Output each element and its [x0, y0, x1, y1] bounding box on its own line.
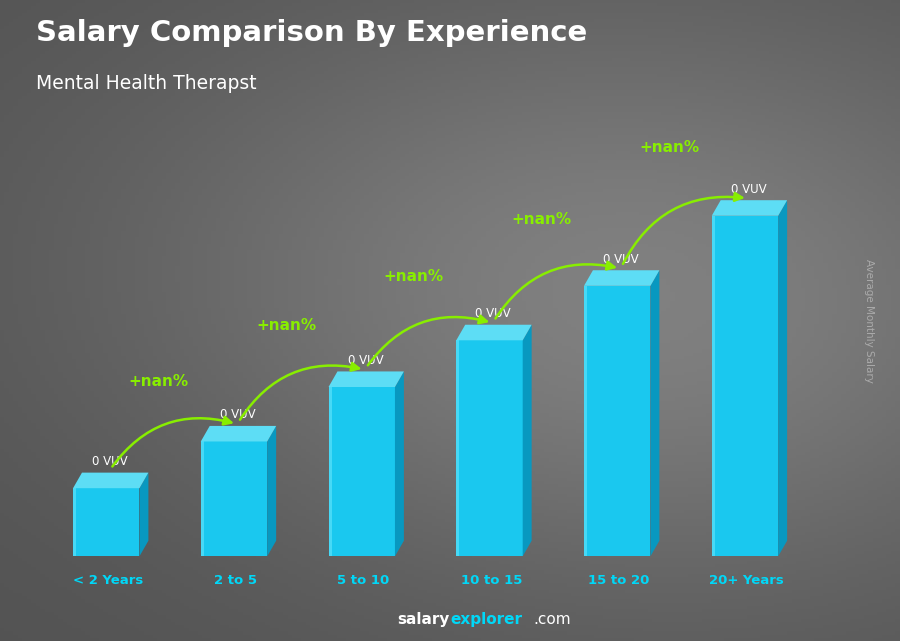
Text: 0 VUV: 0 VUV	[92, 455, 128, 468]
Text: 0 VUV: 0 VUV	[603, 253, 639, 265]
Text: Mental Health Therapst: Mental Health Therapst	[36, 74, 256, 93]
Text: +nan%: +nan%	[511, 212, 572, 228]
Text: Salary Comparison By Experience: Salary Comparison By Experience	[36, 19, 587, 47]
Polygon shape	[584, 286, 587, 556]
Polygon shape	[201, 426, 276, 442]
Text: .com: .com	[534, 612, 572, 627]
Text: 0 VUV: 0 VUV	[220, 408, 256, 421]
Polygon shape	[395, 371, 404, 556]
Polygon shape	[584, 286, 651, 556]
Text: 0 VUV: 0 VUV	[731, 183, 767, 196]
Polygon shape	[328, 371, 404, 387]
Polygon shape	[267, 426, 276, 556]
Text: < 2 Years: < 2 Years	[73, 574, 143, 587]
Polygon shape	[456, 325, 532, 340]
Text: 2 to 5: 2 to 5	[214, 574, 257, 587]
Text: +nan%: +nan%	[256, 317, 316, 333]
Polygon shape	[651, 271, 660, 556]
Polygon shape	[328, 387, 332, 556]
Text: 10 to 15: 10 to 15	[461, 574, 522, 587]
Text: salary: salary	[398, 612, 450, 627]
Polygon shape	[456, 340, 523, 556]
Text: +nan%: +nan%	[383, 269, 444, 284]
Text: 20+ Years: 20+ Years	[709, 574, 784, 587]
Text: +nan%: +nan%	[129, 374, 188, 389]
Polygon shape	[778, 200, 788, 556]
Polygon shape	[456, 340, 460, 556]
Polygon shape	[201, 442, 204, 556]
Text: 5 to 10: 5 to 10	[338, 574, 390, 587]
Polygon shape	[712, 216, 715, 556]
Polygon shape	[73, 472, 148, 488]
Text: 0 VUV: 0 VUV	[347, 354, 383, 367]
Polygon shape	[140, 472, 148, 556]
Text: explorer: explorer	[450, 612, 522, 627]
Polygon shape	[73, 488, 77, 556]
Polygon shape	[712, 216, 778, 556]
Text: Average Monthly Salary: Average Monthly Salary	[863, 258, 874, 383]
Polygon shape	[201, 442, 267, 556]
Polygon shape	[712, 200, 788, 216]
Polygon shape	[584, 271, 660, 286]
Text: 15 to 20: 15 to 20	[589, 574, 650, 587]
Polygon shape	[328, 387, 395, 556]
Text: 0 VUV: 0 VUV	[475, 307, 511, 320]
Polygon shape	[523, 325, 532, 556]
Text: +nan%: +nan%	[639, 140, 699, 155]
Polygon shape	[73, 488, 140, 556]
